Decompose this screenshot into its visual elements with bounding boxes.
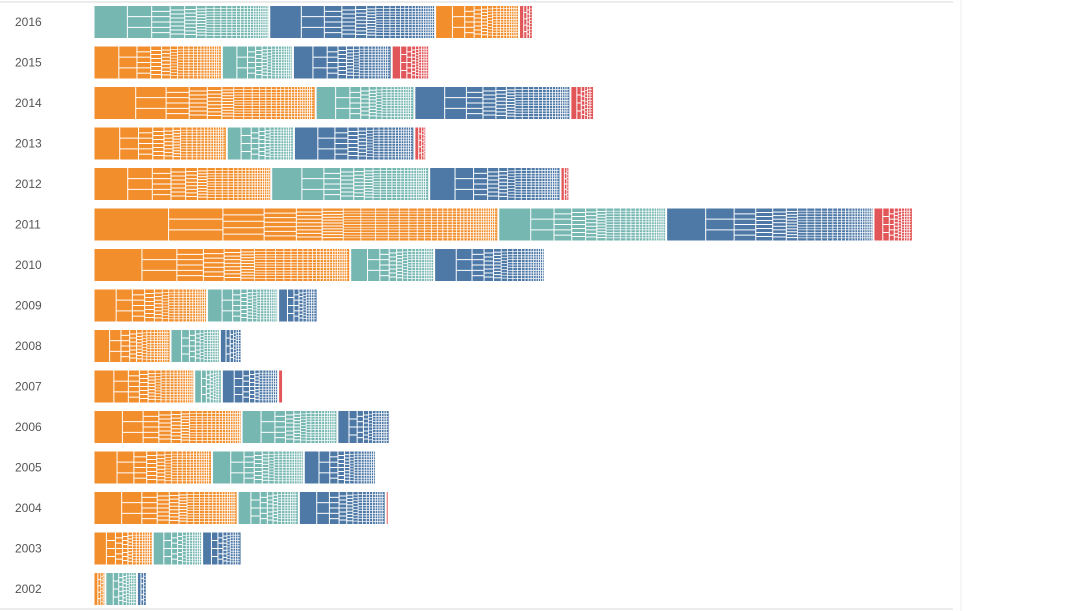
- bar-segment-2005-1[interactable]: [211, 451, 303, 484]
- bar-row-2007: [93, 370, 283, 403]
- year-label-2007: 2007: [15, 380, 42, 394]
- bar-row-2011: [93, 208, 912, 241]
- year-label-2015: 2015: [15, 56, 42, 70]
- bar-row-2005: [93, 451, 375, 484]
- chart-frame: 2016 2015 2014 2013 2012 2011 2010 2009 2008 2007…: [0, 0, 962, 611]
- bar-segment-2015-4[interactable]: [391, 46, 429, 79]
- bar-segment-2011-2[interactable]: [666, 208, 873, 241]
- bar-segment-2007-2[interactable]: [221, 370, 278, 403]
- bar-segment-2007-4[interactable]: [278, 370, 283, 403]
- bar-row-2013: [93, 127, 426, 160]
- bar-segment-2016-2[interactable]: [269, 6, 435, 38]
- year-label-2016: 2016: [15, 15, 42, 29]
- year-label-2008: 2008: [15, 339, 42, 353]
- bar-segment-2013-1[interactable]: [226, 127, 293, 160]
- bar-segment-2005-0[interactable]: [93, 451, 211, 484]
- bar-row-2010: [93, 249, 544, 281]
- bar-segment-2004-0[interactable]: [93, 492, 237, 524]
- bar-segment-2002-2[interactable]: [136, 573, 146, 605]
- bar-segment-2014-2[interactable]: [414, 87, 570, 119]
- bar-segment-2010-1[interactable]: [350, 249, 434, 281]
- year-labels: 2016 2015 2014 2013 2012 2011 2010 2009 2008 2007…: [15, 15, 42, 596]
- year-label-2013: 2013: [15, 137, 42, 151]
- year-label-2002: 2002: [15, 582, 42, 596]
- bar-row-2016: [93, 6, 532, 38]
- bar-segment-2013-0[interactable]: [93, 127, 226, 160]
- year-label-2005: 2005: [15, 461, 42, 475]
- bar-segment-2015-0[interactable]: [93, 46, 221, 79]
- bar-segment-2010-0[interactable]: [93, 249, 350, 281]
- bar-segment-2011-1[interactable]: [498, 208, 666, 241]
- bar-segment-2013-2[interactable]: [293, 127, 414, 160]
- bar-segment-2009-1[interactable]: [207, 289, 278, 322]
- year-label-2012: 2012: [15, 177, 42, 191]
- bar-segment-2013-4[interactable]: [414, 127, 426, 160]
- bar-row-2012: [93, 168, 569, 200]
- chart-canvas: 2016 2015 2014 2013 2012 2011 2010 2009 2008 2007…: [0, 0, 962, 611]
- bar-segment-2008-2[interactable]: [219, 330, 241, 362]
- bar-segment-2014-4[interactable]: [570, 87, 594, 119]
- bar-segment-2011-4[interactable]: [873, 208, 912, 241]
- bar-row-2004: [93, 492, 388, 524]
- bar-segment-2012-1[interactable]: [271, 168, 429, 200]
- bar-segment-2014-0[interactable]: [93, 87, 315, 119]
- year-label-2011: 2011: [15, 218, 41, 232]
- bar-segment-2012-2[interactable]: [429, 168, 560, 200]
- bar-row-2015: [93, 46, 429, 79]
- year-label-2003: 2003: [15, 542, 42, 556]
- bar-row-2003: [93, 532, 241, 565]
- bar-segment-2012-4[interactable]: [560, 168, 569, 200]
- bar-row-2009: [93, 289, 317, 322]
- bar-segment-2006-1[interactable]: [241, 411, 337, 443]
- bar-segment-2012-0[interactable]: [93, 168, 271, 200]
- bar-segment-2011-0[interactable]: [93, 208, 498, 241]
- bar-row-2002: [93, 573, 146, 605]
- bar-segment-2016-3[interactable]: [435, 6, 519, 38]
- bar-segment-2007-1[interactable]: [194, 370, 221, 403]
- bar-segment-2010-2[interactable]: [434, 249, 544, 281]
- bar-segment-2009-0[interactable]: [93, 289, 207, 322]
- bar-segment-2014-1[interactable]: [315, 87, 414, 119]
- bar-segment-2016-4[interactable]: [519, 6, 532, 38]
- bar-segment-2004-1[interactable]: [237, 492, 298, 524]
- bar-row-2014: [93, 87, 594, 119]
- bar-segment-2007-0[interactable]: [93, 370, 194, 403]
- bar-segment-2003-1[interactable]: [152, 532, 202, 565]
- bar-segment-2003-0[interactable]: [93, 532, 152, 565]
- year-label-2010: 2010: [15, 258, 42, 272]
- bars: [93, 6, 912, 605]
- bar-segment-2008-1[interactable]: [170, 330, 219, 362]
- bar-segment-2005-2[interactable]: [303, 451, 375, 484]
- bar-segment-2009-2[interactable]: [278, 289, 317, 322]
- year-label-2009: 2009: [15, 299, 42, 313]
- bar-row-2008: [93, 330, 241, 362]
- bar-segment-2004-4[interactable]: [385, 492, 388, 524]
- bar-segment-2006-0[interactable]: [93, 411, 241, 443]
- year-label-2014: 2014: [15, 96, 42, 110]
- bar-segment-2004-2[interactable]: [298, 492, 385, 524]
- bar-segment-2006-2[interactable]: [337, 411, 389, 443]
- year-label-2004: 2004: [15, 501, 42, 515]
- bar-segment-2016-1[interactable]: [93, 6, 269, 38]
- bar-segment-2002-0[interactable]: [93, 573, 105, 605]
- bar-segment-2008-0[interactable]: [93, 330, 170, 362]
- bar-segment-2002-1[interactable]: [105, 573, 136, 605]
- bar-segment-2015-1[interactable]: [221, 46, 292, 79]
- bar-row-2006: [93, 411, 389, 443]
- bar-segment-2003-2[interactable]: [202, 532, 241, 565]
- year-label-2006: 2006: [15, 420, 42, 434]
- bar-segment-2015-2[interactable]: [292, 46, 391, 79]
